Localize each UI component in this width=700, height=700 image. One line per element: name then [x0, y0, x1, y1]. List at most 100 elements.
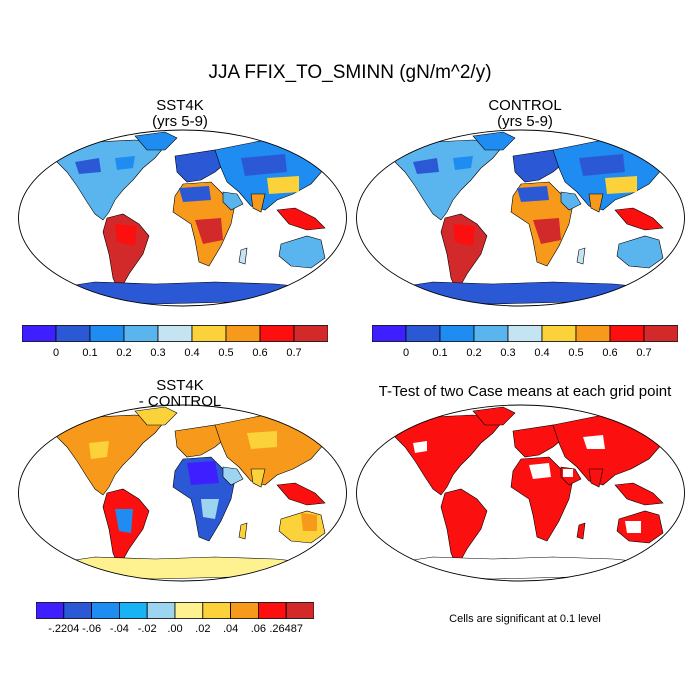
colorbar-swatch: [225, 325, 261, 342]
landmass-greenland: [134, 131, 178, 151]
value-patch: [179, 186, 211, 202]
insignificant-cell: [563, 469, 573, 477]
landmass-madagascar: [576, 247, 586, 265]
landmass-greenland: [472, 406, 516, 426]
map-control: [356, 129, 685, 307]
colorbar-swatch: [473, 325, 509, 342]
colorbar-tick-label: .02: [195, 623, 211, 635]
landmass-seasia: [276, 207, 326, 231]
colorbar-labels-diff: -.2204 -.06 -.04 -.02 .00 .02 .04 .06.26487: [36, 623, 314, 637]
colorbar-tick-label: 0.3: [150, 347, 166, 359]
colorbar-tick-label: 0.2: [116, 347, 132, 359]
colorbar-labels-control: 0 0.1 0.2 0.3 0.4 0.5 0.6 0.7: [372, 347, 678, 361]
landmass-madagascar: [576, 522, 586, 540]
panel-title-line1: SST4K: [156, 97, 204, 114]
landmass-samerica: [102, 213, 150, 293]
value-patch: [195, 218, 223, 244]
insignificant-cell: [583, 435, 605, 449]
colorbar-tick-label: 0.6: [252, 347, 268, 359]
value-patch: [301, 513, 317, 531]
main-title: JJA FFIX_TO_SMINN (gN/m^2/y): [208, 62, 492, 83]
value-patch: [453, 156, 473, 170]
colorbar-tick-label: 0.7: [636, 347, 652, 359]
map-outline: [356, 129, 685, 307]
landmass-antarctica: [54, 281, 316, 305]
landmass-india: [588, 468, 604, 488]
colorbar-swatch: [439, 325, 475, 342]
colorbar-swatch: [174, 602, 204, 619]
value-patch: [201, 499, 219, 519]
value-patch: [413, 158, 439, 174]
colorbar-swatch: [285, 602, 314, 619]
map-diff: [18, 404, 347, 582]
colorbar-tick-label: 0.7: [286, 347, 302, 359]
colorbar-swatch: [119, 602, 148, 619]
landmass-antarctica: [392, 281, 654, 305]
panel-title-line1: CONTROL: [488, 97, 562, 114]
landmass-arabia: [560, 191, 582, 211]
colorbar-swatch: [609, 325, 645, 342]
colorbar-swatch: [293, 325, 328, 342]
colorbar-tick-label: -.02: [137, 623, 157, 635]
panel-title-control: CONTROL (yrs 5-9): [410, 98, 640, 130]
colorbar-swatch: [55, 325, 91, 342]
colorbar-diff: [36, 602, 314, 619]
colorbar-tick-label: 0.5: [218, 347, 234, 359]
landmass-namerica: [54, 139, 166, 221]
colorbar-swatch: [157, 325, 193, 342]
colorbar-tick-label: .26487: [269, 623, 304, 635]
landmass-arabia: [222, 466, 244, 486]
colorbar-swatch: [202, 602, 232, 619]
colorbar-swatch: [191, 325, 227, 342]
value-patch: [89, 441, 109, 459]
map-ttest: [356, 404, 685, 582]
colorbar-swatch: [575, 325, 611, 342]
colorbar-swatch: [91, 602, 120, 619]
panel-title-line1: T-Test of two Case means at each grid po…: [378, 383, 672, 400]
value-patch: [579, 154, 625, 176]
map-outline: [18, 129, 347, 307]
colorbar-tick-label: 0.3: [500, 347, 516, 359]
colorbar-swatch: [230, 602, 259, 619]
colorbar-swatch: [22, 325, 57, 342]
panel-title-ttest: T-Test of two Case means at each grid po…: [355, 384, 695, 400]
landmass-seasia: [614, 207, 664, 231]
colorbar-tick-label: -.2204: [48, 623, 80, 635]
colorbar-tick-label: 0.1: [432, 347, 448, 359]
colorbar-swatch: [63, 602, 92, 619]
insignificant-cell: [529, 463, 551, 479]
landmass-namerica: [392, 414, 504, 496]
colorbar-tick-label: -.06: [82, 623, 102, 635]
landmass-namerica: [392, 139, 504, 221]
insignificant-cell: [625, 521, 641, 533]
colorbar-tick-label: 0.4: [534, 347, 550, 359]
panel-title-line1: SST4K: [156, 377, 204, 394]
landmass-namerica: [54, 414, 166, 496]
landmass-india: [250, 193, 266, 213]
colorbar-tick-label: .00: [167, 623, 183, 635]
colorbar-swatch: [123, 325, 159, 342]
colorbar-tick-label: 0.5: [568, 347, 584, 359]
landmass-seasia: [614, 482, 664, 506]
colorbar-tick-label: 0.4: [184, 347, 200, 359]
map-outline: [356, 404, 685, 582]
value-patch: [75, 158, 101, 174]
colorbar-swatch: [372, 325, 407, 342]
colorbar-sst4k: [22, 325, 328, 342]
landmass-seasia: [276, 482, 326, 506]
panel-title-line2: (yrs 5-9): [497, 113, 553, 130]
value-patch: [517, 186, 549, 202]
colorbar-tick-label: .04: [222, 623, 239, 635]
colorbar-control: [372, 325, 678, 342]
value-patch: [115, 224, 137, 246]
value-patch: [241, 154, 287, 176]
colorbar-swatch: [259, 325, 295, 342]
colorbar-tick-label: 0.6: [602, 347, 618, 359]
landmass-samerica: [440, 488, 488, 568]
colorbar-swatch: [89, 325, 125, 342]
colorbar-swatch: [36, 602, 65, 619]
insignificant-cell: [413, 441, 427, 453]
landmass-madagascar: [238, 522, 248, 540]
colorbar-tick-label: -.04: [109, 623, 129, 635]
colorbar-tick-label: 0: [402, 347, 410, 359]
